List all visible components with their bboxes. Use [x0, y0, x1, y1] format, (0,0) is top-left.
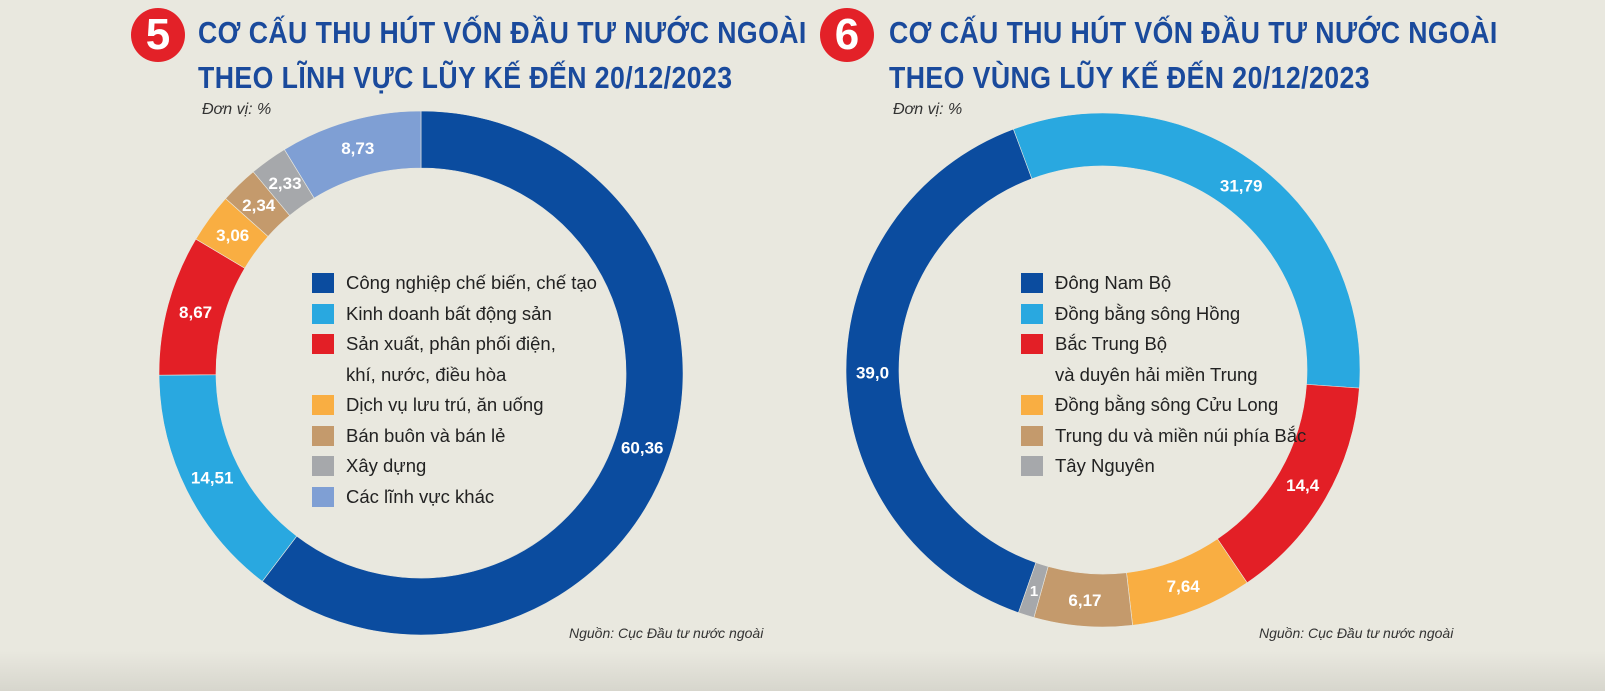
- legend-item: Trung du và miền núi phía Bắc: [1021, 421, 1306, 452]
- legend-swatch: [312, 456, 334, 476]
- donut-slice: [845, 128, 1037, 614]
- legend-label: Công nghiệp chế biến, chế tạo: [346, 272, 597, 293]
- chart-number-badge: 5: [131, 8, 185, 62]
- slice-value-label: 14,4: [1286, 476, 1320, 495]
- legend-item: Các lĩnh vực khác: [312, 482, 597, 513]
- slice-value-label: 7,64: [1167, 577, 1201, 596]
- slice-value-label: 2,34: [242, 196, 276, 215]
- legend-label: Trung du và miền núi phía Bắc: [1055, 424, 1307, 446]
- bottom-shadow: [0, 651, 1605, 691]
- legend-item: Sản xuất, phân phối điện, khí, nước, điề…: [312, 329, 597, 390]
- chart-title: CƠ CẤU THU HÚT VỐN ĐẦU TƯ NƯỚC NGOÀI THE…: [889, 10, 1597, 100]
- legend-label: Kinh doanh bất động sản: [346, 302, 552, 324]
- chart-panel-sector: 5 CƠ CẤU THU HÚT VỐN ĐẦU TƯ NƯỚC NGOÀI T…: [0, 0, 806, 691]
- legend-swatch: [1021, 395, 1043, 415]
- legend-label: Dịch vụ lưu trú, ăn uống: [346, 394, 544, 415]
- slice-value-label: 14,51: [191, 469, 234, 488]
- legend-label: Tây Nguyên: [1055, 455, 1155, 476]
- unit-label: Đơn vị: %: [893, 101, 963, 118]
- donut-slice: [283, 110, 422, 199]
- source-note: Nguồn: Cục Đầu tư nước ngoài: [1259, 625, 1454, 641]
- legend-region: Đông Nam Bộ Đồng bằng sông Hồng Bắc Trung …: [1021, 268, 1306, 482]
- legend-label: Bắc Trung Bộ và duyên hải miền Trung: [1055, 333, 1258, 385]
- legend-item: Dịch vụ lưu trú, ăn uống: [312, 390, 597, 421]
- legend-label: Bán buôn và bán lẻ: [346, 424, 506, 446]
- slice-value-label: 60,36: [621, 439, 664, 458]
- legend-item: Đông Nam Bộ: [1021, 268, 1306, 299]
- legend-item: Bán buôn và bán lẻ: [312, 421, 597, 452]
- legend-item: Bắc Trung Bộ và duyên hải miền Trung: [1021, 329, 1306, 390]
- donut-slice: [1013, 112, 1361, 389]
- legend-label: Các lĩnh vực khác: [346, 485, 495, 507]
- slice-value-label: 8,67: [179, 303, 212, 322]
- legend-label: Xây dựng: [346, 455, 427, 476]
- source-note: Nguồn: Cục Đầu tư nước ngoài: [569, 625, 764, 641]
- slice-value-label: 2,33: [268, 174, 301, 193]
- slice-value-label: 3,06: [216, 226, 249, 245]
- legend-item: Công nghiệp chế biến, chế tạo: [312, 268, 597, 299]
- legend-swatch: [312, 303, 334, 324]
- donut-chart-sector: 60,36 14,51 8,67 3,06 2,34 2,33 8,73: [158, 110, 684, 636]
- donut-slice: [261, 110, 684, 636]
- legend-item: Kinh doanh bất động sản: [312, 299, 597, 330]
- legend-swatch: [1021, 334, 1043, 354]
- legend-sector: Công nghiệp chế biến, chế tạo Kinh doanh …: [312, 268, 597, 512]
- legend-item: Đồng bằng sông Hồng: [1021, 299, 1306, 330]
- legend-swatch: [312, 425, 334, 446]
- slice-value-label: 8,73: [341, 139, 374, 158]
- legend-swatch: [1021, 425, 1043, 446]
- legend-swatch: [312, 334, 334, 354]
- chart-panel-region: 6 CƠ CẤU THU HÚT VỐN ĐẦU TƯ NƯỚC NGOÀI T…: [805, 0, 1605, 691]
- legend-label: Đông Nam Bộ: [1055, 272, 1172, 293]
- chart-title-line-2: THEO LĨNH VỰC LŨY KẾ ĐẾN 20/12/2023: [198, 60, 733, 95]
- chart-number-badge: 6: [820, 8, 874, 62]
- legend-item: Đồng bằng sông Cửu Long: [1021, 390, 1306, 421]
- legend-swatch: [312, 273, 334, 293]
- legend-swatch: [1021, 273, 1043, 293]
- chart-title: CƠ CẤU THU HÚT VỐN ĐẦU TƯ NƯỚC NGOÀI THE…: [198, 10, 906, 100]
- legend-label: Đồng bằng sông Hồng: [1055, 302, 1241, 324]
- slice-value-label: 39,0: [856, 363, 889, 382]
- legend-item: Tây Nguyên: [1021, 451, 1306, 482]
- legend-swatch: [1021, 303, 1043, 324]
- slice-value-label: 6,17: [1068, 591, 1101, 610]
- donut-chart-region: 39,0 31,79 14,4 7,64 6,17 1: [845, 112, 1361, 628]
- legend-label: Sản xuất, phân phối điện, khí, nước, điề…: [346, 333, 556, 385]
- chart-title-line-1: CƠ CẤU THU HÚT VỐN ĐẦU TƯ NƯỚC NGOÀI: [889, 15, 1498, 50]
- donut-slice: [1018, 562, 1049, 618]
- legend-swatch: [312, 486, 334, 507]
- unit-label: Đơn vị: %: [202, 101, 272, 118]
- chart-title-line-2: THEO VÙNG LŨY KẾ ĐẾN 20/12/2023: [889, 60, 1371, 95]
- chart-title-line-1: CƠ CẤU THU HÚT VỐN ĐẦU TƯ NƯỚC NGOÀI: [198, 15, 807, 50]
- legend-item: Xây dựng: [312, 451, 597, 482]
- legend-swatch: [1021, 456, 1043, 476]
- legend-swatch: [312, 395, 334, 415]
- slice-value-label: 31,79: [1220, 176, 1263, 195]
- legend-label: Đồng bằng sông Cửu Long: [1055, 394, 1279, 415]
- slice-value-label: 1: [1030, 583, 1038, 600]
